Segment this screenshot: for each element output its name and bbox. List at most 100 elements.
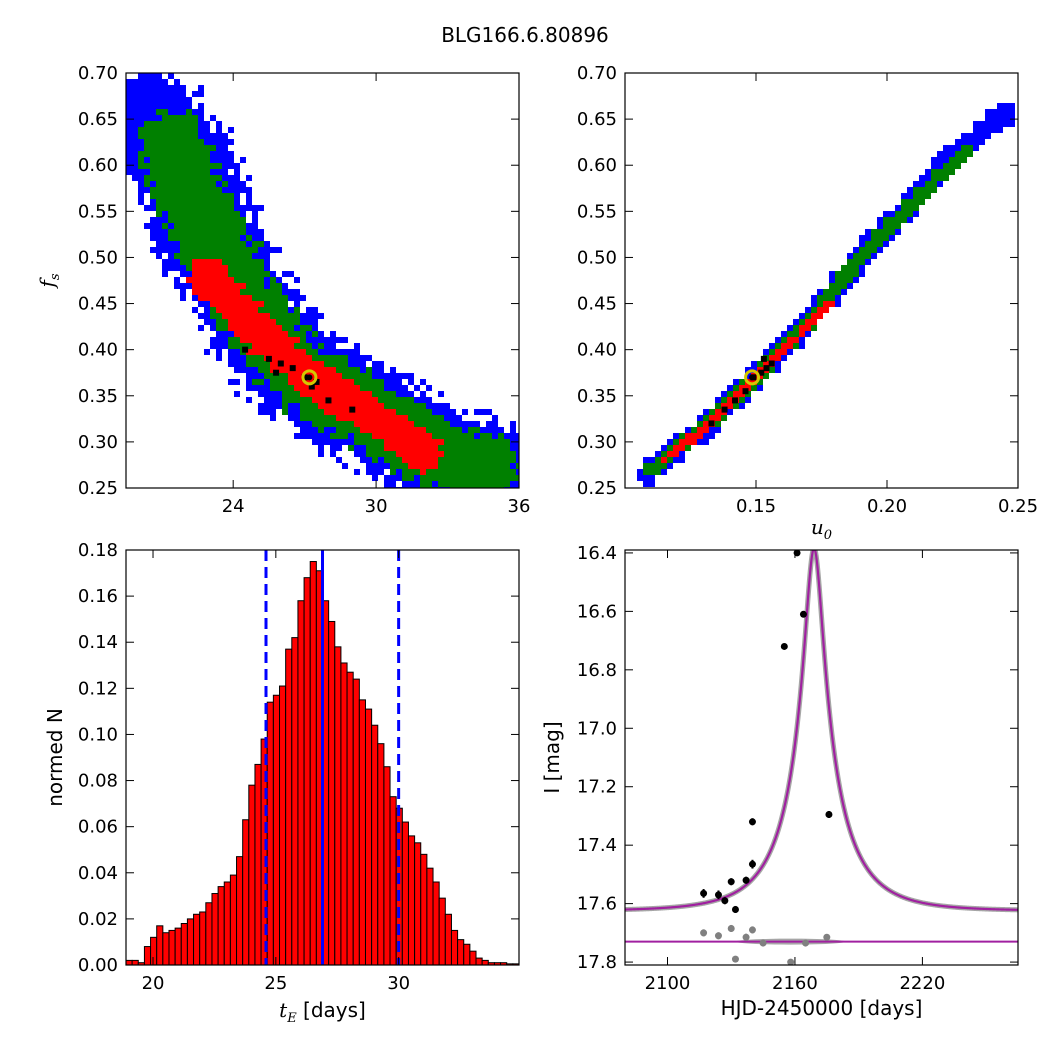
y-tick-label: 0.04 [78, 863, 118, 884]
heatmap-cell [402, 475, 408, 481]
heatmap-cell [679, 451, 685, 457]
heatmap-cell [384, 457, 390, 463]
histogram-bar [457, 939, 465, 966]
heatmap-cell [216, 157, 222, 163]
heatmap-cell [354, 385, 360, 391]
heatmap-cell [300, 415, 306, 421]
heatmap-cell [252, 271, 258, 277]
heatmap-cell [462, 469, 468, 475]
heatmap-cells [126, 73, 519, 488]
heatmap-cell [222, 199, 228, 205]
heatmap-cell [961, 157, 967, 163]
heatmap-cell [979, 139, 985, 145]
heatmap-cell [198, 211, 204, 217]
heatmap-cell [276, 337, 282, 343]
heatmap-cell [721, 391, 727, 397]
heatmap-cell [372, 397, 378, 403]
heatmap-cell [234, 313, 240, 319]
heatmap-cell [156, 229, 162, 235]
heatmap-cell [126, 133, 132, 139]
heatmap-cell [144, 145, 150, 151]
x-tick-label: 2220 [899, 973, 945, 994]
heatmap-cell [240, 253, 246, 259]
heatmap-cell [198, 229, 204, 235]
heatmap-cell [240, 295, 246, 301]
heatmap-cell [162, 103, 168, 109]
heatmap-cell [408, 421, 414, 427]
heatmap-cell [667, 445, 673, 451]
heatmap-cell [252, 307, 258, 313]
heatmap-cell [474, 439, 480, 445]
heatmap-cell [186, 115, 192, 121]
heatmap-cell [498, 445, 504, 451]
heatmap-cell [126, 97, 132, 103]
heatmap-cell [811, 301, 817, 307]
heatmap-cell [402, 451, 408, 457]
heatmap-cell [649, 475, 655, 481]
heatmap-cell [462, 451, 468, 457]
heatmap-cell [817, 313, 823, 319]
heatmap-cell [204, 241, 210, 247]
heatmap-cell [462, 457, 468, 463]
heatmap-cell [222, 307, 228, 313]
heatmap-cell [276, 283, 282, 289]
heatmap-cell [228, 259, 234, 265]
heatmap-cell [252, 355, 258, 361]
heatmap-cell [468, 469, 474, 475]
heatmap-cell [186, 265, 192, 271]
heatmap-cell [348, 361, 354, 367]
heatmap-cell [156, 145, 162, 151]
heatmap-cell [132, 85, 138, 91]
heatmap-cell [288, 379, 294, 385]
heatmap-cell [270, 331, 276, 337]
heatmap-cell [811, 325, 817, 331]
heatmap-cell [198, 151, 204, 157]
heatmap-cell [450, 409, 456, 415]
heatmap-cell [805, 331, 811, 337]
heatmap-cell [360, 391, 366, 397]
heatmap-cell [222, 343, 228, 349]
heatmap-cell [156, 151, 162, 157]
data-point [714, 891, 722, 899]
heatmap-cell [150, 223, 156, 229]
heatmap-cell [667, 451, 673, 457]
heatmap-cell [408, 457, 414, 463]
heatmap-cell [282, 385, 288, 391]
heatmap-cell [456, 445, 462, 451]
heatmap-cell [198, 217, 204, 223]
heatmap-cell [258, 367, 264, 373]
heatmap-cell [258, 259, 264, 265]
heatmap-cell [342, 355, 348, 361]
heatmap-cell [246, 283, 252, 289]
heatmap-cell [444, 451, 450, 457]
heatmap-cell [342, 337, 348, 343]
heatmap-cell [252, 361, 258, 367]
heatmap-cell [168, 223, 174, 229]
heatmap-cell [150, 175, 156, 181]
heatmap-cell [168, 229, 174, 235]
heatmap-cell [937, 157, 943, 163]
heatmap-cell [925, 181, 931, 187]
heatmap-cell [360, 457, 366, 463]
histogram-bar [180, 923, 188, 966]
heatmap-cell [186, 139, 192, 145]
heatmap-cell [162, 193, 168, 199]
heatmap-cell [378, 457, 384, 463]
heatmap-cell [877, 241, 883, 247]
heatmap-cell [234, 175, 240, 181]
heatmap-cell [324, 373, 330, 379]
heatmap-cell [204, 175, 210, 181]
heatmap-cell [234, 253, 240, 259]
heatmap-cell [649, 469, 655, 475]
heatmap-cell [486, 439, 492, 445]
heatmap-cell [510, 433, 516, 439]
heatmap-cell [132, 103, 138, 109]
residual-point [700, 929, 708, 937]
heatmap-cell [252, 343, 258, 349]
heatmap-cell [643, 463, 649, 469]
heatmap-cell [210, 169, 216, 175]
heatmap-cell [156, 205, 162, 211]
heatmap-cell [438, 451, 444, 457]
heatmap-cell [306, 427, 312, 433]
heatmap-cell [156, 199, 162, 205]
